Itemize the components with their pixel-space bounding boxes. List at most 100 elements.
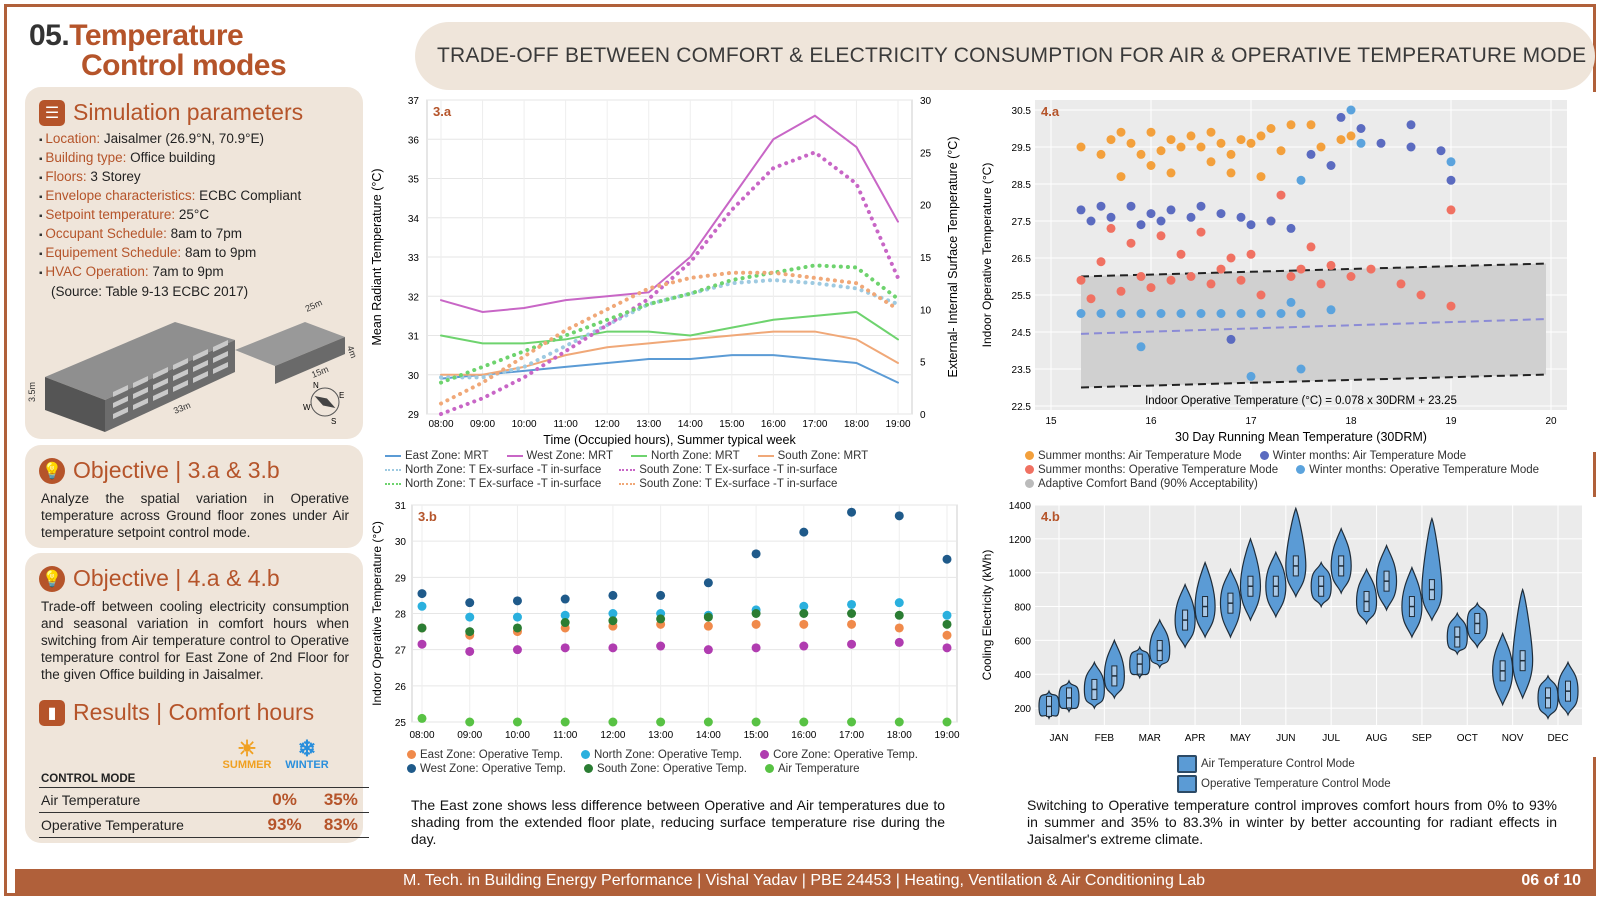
row-winter: 35% [312,787,369,813]
note-left: The East zone shows less difference betw… [411,797,945,847]
results-table-header: CONTROL MODE [39,771,369,788]
data-point [1366,264,1376,274]
data-point [1446,175,1456,185]
data-point [512,645,522,655]
x-tick-label: FEB [1095,733,1115,744]
legend-swatch [619,482,636,485]
data-point [847,599,857,609]
sim-item-value: 8am to 9pm [184,245,257,260]
data-point [1146,209,1156,219]
y-tick-label: 26 [395,682,407,693]
data-point [894,610,904,620]
lightbulb-icon: 💡 [39,457,65,484]
window [213,362,228,374]
data-point [1106,223,1116,233]
legend-item: Adaptive Comfort Band (90% Acceptability… [1025,478,1258,490]
sim-item-key: HVAC Operation: [45,264,153,279]
sim-source: (Source: Table 9-13 ECBC 2017) [51,284,249,299]
window [113,407,128,419]
y-tick-label: 600 [1014,636,1031,647]
data-point [1156,231,1166,241]
row-mode: Air Temperature [39,787,257,813]
x-tick-label: 19:00 [885,419,910,430]
legend-item: Air Temperature [764,763,860,775]
data-point [1136,149,1146,159]
data-point [1346,105,1356,115]
data-point [608,717,618,727]
legend-label: Air Temperature Control Mode [1201,758,1355,771]
equation-label: Indoor Operative Temperature (°C) = 0.07… [1145,395,1457,407]
data-point [417,713,427,723]
sim-item-value: 25°C [178,207,210,222]
data-point [799,641,809,651]
data-point [1266,124,1276,133]
legend-swatch [1025,451,1034,461]
data-point [942,619,952,629]
data-point [751,643,761,653]
data-point [560,717,570,727]
legend-swatch [1025,479,1034,489]
legend-label: East Zone: MRT [405,450,489,462]
window [133,387,148,399]
data-point [1226,334,1236,344]
data-point [1216,209,1226,219]
window [173,358,188,370]
legend-label: South Zone: T Ex-surface -T in-surface [639,478,838,490]
x-tick-label: 16:00 [791,730,816,741]
data-point [1096,201,1106,211]
data-point [560,618,570,628]
data-point [1436,146,1446,156]
footer-text: M. Tech. in Building Energy Performance … [403,872,1205,889]
violin [1512,587,1534,700]
data-point [1116,172,1126,182]
legend-swatch [385,482,401,485]
legend-swatch [764,764,774,774]
legend-label: South Zone: MRT [777,450,869,462]
legend-swatch [385,468,401,471]
window [173,380,188,392]
y-tick-label: 31 [408,332,420,343]
data-point [1286,272,1296,281]
data-point [512,717,522,727]
data-point [751,609,761,618]
objective-4-header: 💡 Objective | 4.a & 4.b [25,553,363,592]
chart-4b-legend: Air Temperature Control Mode Operative Te… [1177,755,1497,793]
data-point [1296,175,1306,185]
sun-icon: ☀ [237,736,257,761]
window [133,398,148,410]
page-frame: 05.Temperature Control modes TRADE-OFF B… [4,4,1597,896]
y-tick-label: 29.5 [1012,143,1032,154]
legend-item: North Zone: T Ex-surface -T in-surface [385,478,601,490]
bar-chart-icon: ▮ [39,699,65,726]
chart-3b-legend: East Zone: Operative Temp. North Zone: Op… [407,749,967,775]
data-point [1446,157,1456,167]
data-point [1446,301,1456,311]
data-point [1116,127,1126,137]
x-tick-label: 11:00 [553,419,578,430]
y-tick-label: 24.5 [1012,328,1032,339]
legend-item: Winter months: Air Temperature Mode [1259,450,1466,462]
legend-swatch [407,750,416,760]
data-point [1336,135,1346,145]
data-point [1276,190,1286,200]
data-point [1206,279,1216,289]
series-line [440,310,899,345]
data-point [560,610,570,620]
data-point [1256,172,1266,182]
legend-label: Air Temperature [777,763,860,775]
data-point [560,643,570,653]
data-point [1176,309,1186,318]
data-point [1126,238,1136,248]
col-summer-spacer [256,771,313,788]
building-wing [275,337,345,384]
legend-item: West Zone: MRT [506,450,613,462]
legend-item: Operative Temperature Control Mode [1177,775,1391,793]
data-point [1316,279,1326,289]
comfort-band [1081,263,1546,388]
y2-tick-label: 20 [920,201,932,212]
data-point [1176,142,1186,152]
legend-label: Winter months: Operative Temperature Mod… [1309,464,1540,476]
legend-swatch [1177,775,1197,793]
data-point [417,601,427,611]
series-line [439,278,900,380]
